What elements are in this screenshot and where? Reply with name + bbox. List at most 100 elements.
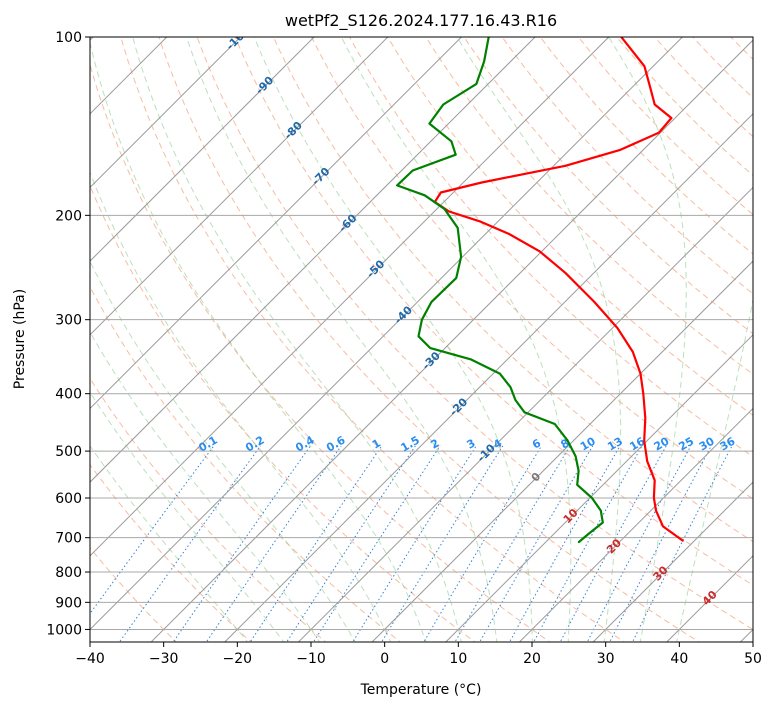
mixing-ratio-line bbox=[352, 445, 477, 642]
mixing-ratio-label: 2 bbox=[428, 437, 441, 452]
mixing-ratio-line bbox=[632, 445, 733, 642]
x-tick-label: 50 bbox=[744, 651, 762, 667]
mixing-ratio-line bbox=[249, 445, 383, 642]
moist-adiabat-line bbox=[676, 296, 753, 642]
moist-adiabat-line bbox=[90, 40, 427, 642]
dry-adiabat-line bbox=[272, 37, 753, 543]
isotherm-label: -20 bbox=[447, 395, 470, 418]
isotherm-line bbox=[666, 555, 753, 642]
isotherm-line bbox=[90, 37, 242, 189]
dry-adiabat-line bbox=[730, 37, 753, 61]
y-tick-label: 300 bbox=[55, 313, 82, 329]
isotherm-label: 20 bbox=[604, 536, 624, 556]
x-tick-label: 40 bbox=[670, 651, 688, 667]
mixing-ratio-label: 3 bbox=[465, 437, 478, 452]
isotherm-line bbox=[90, 37, 315, 262]
y-tick-label: 500 bbox=[55, 444, 82, 460]
dry-adiabat-line bbox=[756, 24, 775, 645]
x-tick-label: 30 bbox=[597, 651, 615, 667]
mixing-ratio-label: 6 bbox=[530, 436, 543, 451]
isotherm-label: 40 bbox=[700, 588, 720, 608]
isotherm-line bbox=[224, 113, 753, 642]
isotherm-line bbox=[90, 37, 536, 483]
mixing-ratio-line bbox=[586, 445, 692, 642]
isotherm-label: -100 bbox=[224, 24, 253, 53]
mixing-ratio-line bbox=[533, 445, 643, 642]
isotherm-label: -30 bbox=[420, 349, 443, 372]
moist-adiabat-line bbox=[90, 391, 285, 642]
moist-adiabat-line bbox=[90, 171, 392, 642]
y-tick-label: 400 bbox=[55, 387, 82, 403]
moist-adiabat-line bbox=[253, 37, 533, 642]
dry-adiabat-line bbox=[196, 37, 753, 630]
isotherm-label: 10 bbox=[561, 506, 581, 526]
moist-adiabat-line bbox=[340, 37, 572, 642]
dry-adiabat-line bbox=[349, 37, 753, 458]
y-tick-label: 1000 bbox=[46, 622, 82, 638]
dry-adiabat-line bbox=[425, 37, 753, 375]
x-tick-label: 20 bbox=[523, 651, 541, 667]
dry-adiabat-line bbox=[463, 37, 753, 335]
isotherm-label: 0 bbox=[529, 470, 544, 485]
x-tick-label: 0 bbox=[380, 651, 389, 667]
isotherm-line bbox=[90, 37, 610, 557]
dry-adiabat-line bbox=[692, 37, 753, 99]
isotherm-line bbox=[90, 37, 684, 631]
isotherm-label: -70 bbox=[309, 165, 332, 188]
chart-title: wetPf2_S126.2024.177.16.43.R16 bbox=[285, 11, 557, 31]
dry-adiabat-line bbox=[501, 37, 753, 295]
x-tick-label: −10 bbox=[296, 651, 326, 667]
plot-frame bbox=[89, 36, 754, 643]
isotherm-line bbox=[518, 407, 753, 642]
dry-adiabat-line bbox=[90, 463, 252, 642]
moist-adiabat-line bbox=[90, 260, 356, 642]
background-lines-layer bbox=[90, 24, 775, 645]
isotherm-label: 30 bbox=[651, 563, 671, 583]
dry-adiabat-line bbox=[654, 37, 753, 138]
y-tick-label: 100 bbox=[55, 30, 82, 46]
x-tick-label: 10 bbox=[449, 651, 467, 667]
dry-adiabat-line bbox=[310, 37, 753, 500]
mixing-ratio-line bbox=[559, 445, 667, 642]
sounding-series-layer bbox=[396, 37, 684, 544]
x-tick-label: −30 bbox=[149, 651, 179, 667]
isotherm-line bbox=[739, 628, 753, 642]
isotherm-label: -40 bbox=[392, 303, 415, 326]
y-tick-label: 200 bbox=[55, 208, 82, 224]
mixing-ratio-line bbox=[509, 445, 621, 642]
isotherm-line bbox=[297, 186, 753, 642]
x-tick-label: −20 bbox=[223, 651, 253, 667]
isotherm-label: -50 bbox=[364, 257, 387, 280]
isotherm-line bbox=[150, 39, 753, 642]
y-tick-label: 900 bbox=[55, 595, 82, 611]
isotherm-line bbox=[445, 334, 753, 642]
isotherm-line bbox=[90, 37, 463, 410]
x-axis-label: Temperature (°C) bbox=[360, 682, 482, 698]
isotherm-line bbox=[90, 37, 389, 336]
mixing-ratio-line bbox=[381, 445, 504, 642]
mixing-ratio-line bbox=[172, 445, 311, 642]
y-tick-label: 600 bbox=[55, 491, 82, 507]
moist-adiabat-line bbox=[90, 445, 249, 642]
mixing-ratio-line bbox=[312, 445, 441, 642]
axis-ticks-layer: −40 −30 −20 −10 0 10 20 30 40 5010009008007006005… bbox=[46, 30, 762, 667]
dry-adiabat-line bbox=[90, 285, 402, 642]
isotherm-label: -80 bbox=[282, 119, 305, 142]
y-tick-label: 700 bbox=[55, 531, 82, 547]
dry-adiabat-line bbox=[387, 37, 753, 416]
mixing-ratio-line bbox=[454, 445, 571, 642]
temperature-line bbox=[433, 37, 684, 542]
dry-adiabat-line bbox=[90, 184, 476, 642]
isotherm-line bbox=[592, 481, 753, 642]
isotherm-line bbox=[371, 260, 753, 642]
x-tick-label: −40 bbox=[75, 651, 105, 667]
isotherm-label: -90 bbox=[253, 74, 276, 97]
dewpoint-line bbox=[396, 37, 604, 544]
y-tick-label: 800 bbox=[55, 565, 82, 581]
mixing-ratio-line bbox=[286, 445, 416, 642]
y-axis-label: Pressure (hPa) bbox=[12, 289, 28, 389]
moist-adiabat-line bbox=[185, 37, 498, 642]
dry-adiabat-line bbox=[120, 37, 626, 642]
mixing-ratio-line bbox=[205, 445, 342, 642]
